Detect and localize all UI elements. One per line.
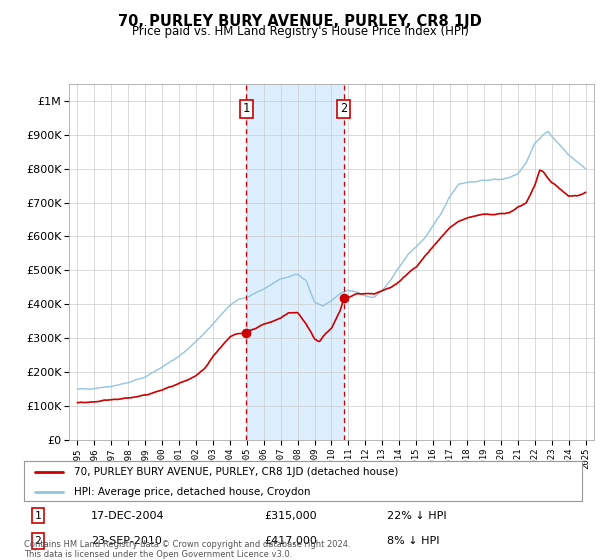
Text: 70, PURLEY BURY AVENUE, PURLEY, CR8 1JD: 70, PURLEY BURY AVENUE, PURLEY, CR8 1JD (118, 14, 482, 29)
Text: 23-SEP-2010: 23-SEP-2010 (91, 536, 162, 546)
Text: 1: 1 (35, 511, 41, 521)
Text: 8% ↓ HPI: 8% ↓ HPI (387, 536, 439, 546)
Text: 22% ↓ HPI: 22% ↓ HPI (387, 511, 446, 521)
Text: 70, PURLEY BURY AVENUE, PURLEY, CR8 1JD (detached house): 70, PURLEY BURY AVENUE, PURLEY, CR8 1JD … (74, 467, 398, 477)
Text: 2: 2 (35, 536, 41, 546)
Text: 17-DEC-2004: 17-DEC-2004 (91, 511, 164, 521)
Text: HPI: Average price, detached house, Croydon: HPI: Average price, detached house, Croy… (74, 487, 311, 497)
Text: £315,000: £315,000 (264, 511, 317, 521)
Bar (246, 84, 344, 440)
Text: £417,000: £417,000 (264, 536, 317, 546)
Text: Price paid vs. HM Land Registry's House Price Index (HPI): Price paid vs. HM Land Registry's House … (131, 25, 469, 38)
Text: 1: 1 (242, 102, 250, 115)
Text: Contains HM Land Registry data © Crown copyright and database right 2024.
This d: Contains HM Land Registry data © Crown c… (24, 540, 350, 559)
Text: 2: 2 (340, 102, 347, 115)
